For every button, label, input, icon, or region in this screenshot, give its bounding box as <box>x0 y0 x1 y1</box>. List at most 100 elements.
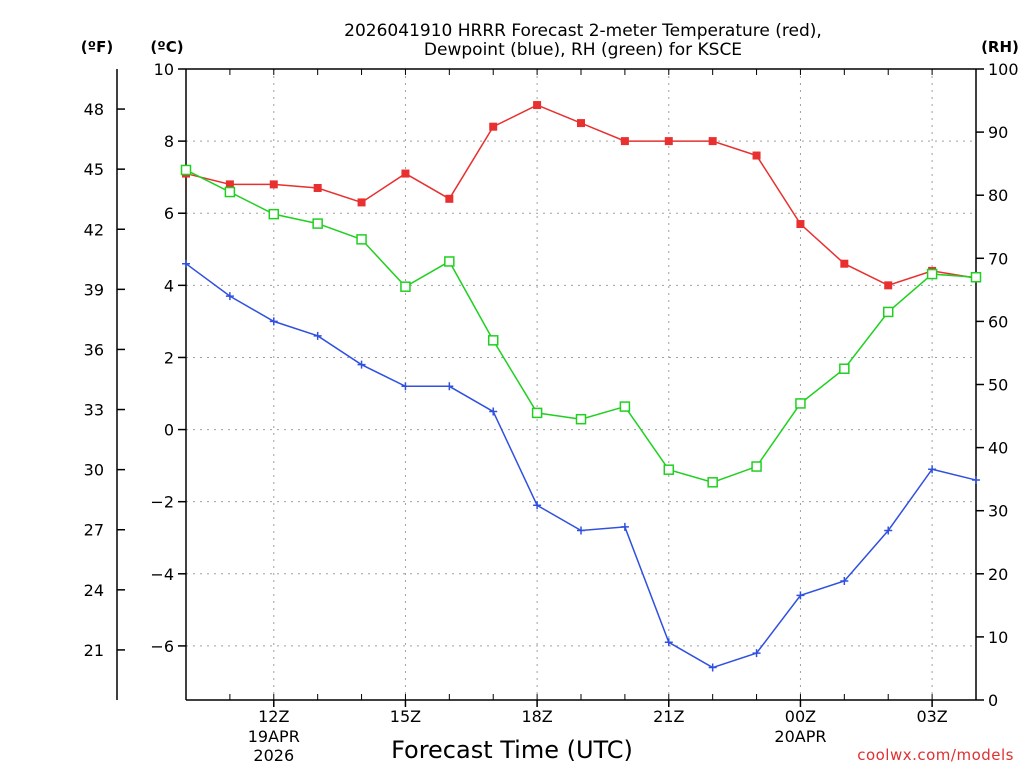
dewpoint-point <box>664 638 673 647</box>
rh-tick-label: 30 <box>988 502 1008 521</box>
temperature-point <box>269 180 278 189</box>
chart-title-line-1: 2026041910 HRRR Forecast 2-meter Tempera… <box>344 21 822 41</box>
celsius-tick-label: 8 <box>164 132 174 151</box>
rh-tick-label: 90 <box>988 123 1008 142</box>
dewpoint-point <box>840 577 849 586</box>
credit-link[interactable]: coolwx.com/models <box>857 746 1014 764</box>
temperature-point <box>401 169 410 178</box>
rh-point <box>839 363 850 374</box>
fahrenheit-axis-unit: (ºF) <box>81 38 113 56</box>
temperature-point <box>796 220 805 229</box>
rh-tick-label: 70 <box>988 249 1008 268</box>
rh-tick-label: 20 <box>988 565 1008 584</box>
celsius-tick-label: −4 <box>150 565 174 584</box>
rh-point <box>926 268 938 280</box>
x-tick-label: 00Z <box>785 707 816 726</box>
x-tick-label: 15Z <box>390 707 421 726</box>
rh-point <box>970 271 982 283</box>
x-tick-label: 12Z <box>258 707 289 726</box>
celsius-tick-label: −2 <box>150 493 174 512</box>
temperature-point <box>664 137 673 146</box>
dewpoint-point <box>401 382 410 391</box>
rh-tick-label: 80 <box>988 186 1008 205</box>
tick-labels: −6−4−20246810212427303336394245480102030… <box>84 60 1019 765</box>
rh-point <box>795 398 806 409</box>
temperature-point <box>840 259 849 268</box>
rh-tick-label: 10 <box>988 628 1008 647</box>
dewpoint-point <box>445 382 454 391</box>
temperature-point <box>533 101 542 110</box>
series-line-temperature <box>185 104 977 287</box>
x-tick-label: 03Z <box>916 707 947 726</box>
fahrenheit-tick-label: 42 <box>84 220 104 239</box>
dewpoint-point <box>269 317 278 326</box>
rh-point <box>663 464 675 475</box>
fahrenheit-tick-label: 21 <box>84 641 104 660</box>
celsius-axis-unit: (ºC) <box>150 38 183 56</box>
dewpoint-point <box>708 663 717 672</box>
chart-title: 2026041910 HRRR Forecast 2-meter Tempera… <box>344 21 822 60</box>
fahrenheit-tick-label: 48 <box>84 100 104 119</box>
fahrenheit-tick-label: 39 <box>84 280 104 299</box>
celsius-tick-label: −6 <box>150 637 174 656</box>
x-tick-label: 18Z <box>521 707 552 726</box>
dewpoint-point <box>577 526 585 535</box>
rh-point <box>487 335 499 346</box>
rh-point <box>180 164 192 176</box>
dewpoint-point <box>796 591 805 600</box>
temperature-point <box>225 180 234 189</box>
celsius-tick-label: 4 <box>164 276 174 295</box>
fahrenheit-tick-label: 30 <box>84 461 104 480</box>
series-line-rh <box>185 169 977 484</box>
rh-tick-label: 0 <box>988 691 998 710</box>
rh-point <box>224 186 236 198</box>
x-tick-label: 21Z <box>653 707 684 726</box>
temperature-point <box>752 151 761 160</box>
dewpoint-point <box>884 526 893 535</box>
temperature-point <box>620 137 629 146</box>
rh-point <box>707 477 718 488</box>
series-dewpoint <box>182 259 980 672</box>
celsius-tick-label: 10 <box>154 60 174 79</box>
rh-point <box>400 281 411 292</box>
temperature-point <box>489 122 498 131</box>
rh-tick-label: 100 <box>988 60 1019 79</box>
dewpoint-point <box>357 360 366 369</box>
rh-tick-label: 60 <box>988 312 1008 331</box>
fahrenheit-tick-label: 27 <box>84 521 104 540</box>
x-date-label: 19APR <box>248 727 300 746</box>
rh-point <box>882 306 894 318</box>
x-axis-title: Forecast Time (UTC) <box>391 736 633 764</box>
data-series <box>180 101 982 672</box>
dewpoint-point <box>489 407 498 416</box>
dewpoint-point <box>313 331 322 340</box>
series-line-dewpoint <box>185 263 977 669</box>
celsius-tick-label: 0 <box>164 421 174 440</box>
rh-tick-label: 40 <box>988 439 1008 458</box>
temperature-point <box>445 194 454 203</box>
rh-point <box>444 256 455 267</box>
celsius-tick-label: 2 <box>164 348 174 367</box>
dewpoint-point <box>752 649 761 658</box>
x-date-label: 20APR <box>774 727 826 746</box>
celsius-tick-label: 6 <box>164 204 174 223</box>
temperature-point <box>708 137 717 146</box>
temperature-point <box>577 119 585 128</box>
axes <box>116 68 984 707</box>
temperature-point <box>884 281 893 290</box>
rh-point <box>356 234 367 245</box>
dewpoint-point <box>182 259 190 268</box>
rh-point <box>575 413 587 425</box>
rh-point <box>619 401 631 412</box>
dewpoint-point <box>972 476 980 485</box>
rh-point <box>312 218 323 229</box>
gridlines <box>186 69 976 700</box>
fahrenheit-tick-label: 36 <box>84 340 104 359</box>
fahrenheit-tick-label: 24 <box>84 581 104 600</box>
fahrenheit-tick-label: 33 <box>84 401 104 420</box>
rh-point <box>268 208 280 220</box>
chart-title-line-2: Dewpoint (blue), RH (green) for KSCE <box>424 40 742 60</box>
rh-point <box>751 461 762 472</box>
rh-point <box>531 407 543 419</box>
